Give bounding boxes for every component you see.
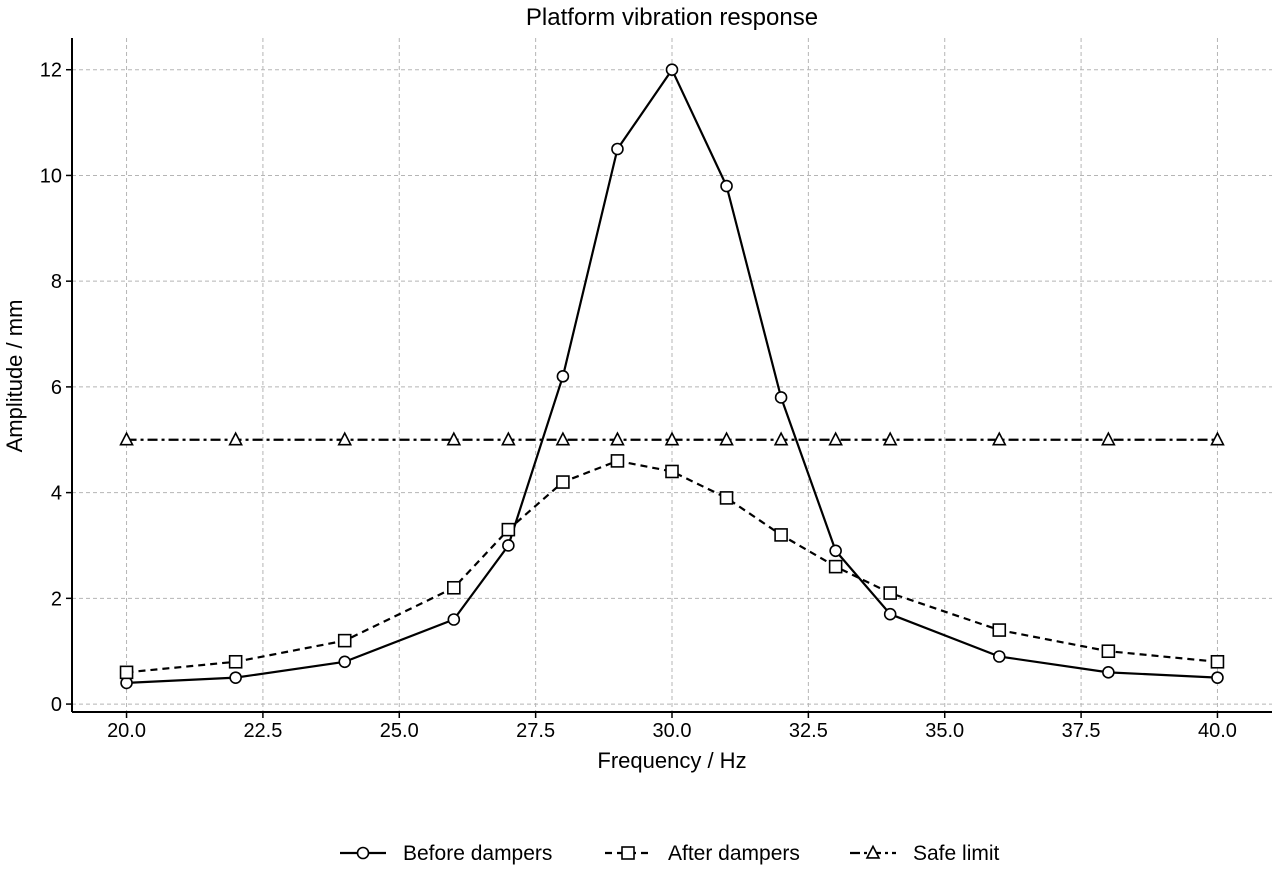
data-point bbox=[447, 613, 461, 626]
data-point bbox=[610, 454, 625, 468]
data-point bbox=[502, 539, 515, 552]
data-point bbox=[883, 607, 897, 621]
series-before-dampers bbox=[120, 63, 1224, 690]
y-tick-label: 2 bbox=[51, 588, 62, 610]
grid bbox=[72, 38, 1272, 712]
y-tick-label: 4 bbox=[51, 483, 62, 505]
series-after-dampers bbox=[119, 454, 1225, 680]
data-point bbox=[229, 671, 242, 684]
x-tick-label: 35.0 bbox=[925, 720, 964, 742]
data-point bbox=[337, 431, 353, 446]
legend-marker bbox=[865, 844, 881, 859]
x-tick-label: 40.0 bbox=[1198, 720, 1237, 742]
data-point bbox=[446, 431, 462, 446]
data-point bbox=[611, 142, 624, 156]
y-tick-label: 10 bbox=[40, 165, 62, 187]
data-point bbox=[228, 431, 243, 446]
data-point bbox=[1210, 431, 1225, 446]
data-point bbox=[774, 391, 788, 404]
data-point bbox=[665, 464, 679, 479]
legend-item: Before dampers bbox=[340, 842, 552, 865]
y-tick-label: 12 bbox=[40, 60, 62, 82]
data-point bbox=[882, 431, 898, 446]
data-point bbox=[719, 431, 734, 446]
x-tick-label: 22.5 bbox=[243, 720, 282, 742]
x-tick-label: 27.5 bbox=[516, 720, 555, 742]
data-point bbox=[228, 654, 243, 669]
chart-title: Platform vibration response bbox=[526, 4, 818, 31]
y-tick-label: 6 bbox=[51, 377, 62, 399]
legend-label: After dampers bbox=[668, 842, 800, 865]
data-point bbox=[828, 559, 843, 574]
series-layer bbox=[119, 63, 1225, 690]
data-point bbox=[828, 431, 843, 446]
legend-label: Before dampers bbox=[403, 842, 552, 865]
y-axis-title: Amplitude / mm bbox=[2, 300, 27, 453]
x-tick-label: 25.0 bbox=[380, 720, 419, 742]
data-point bbox=[447, 580, 461, 595]
data-point bbox=[664, 431, 680, 446]
series-safe-limit bbox=[119, 431, 1225, 446]
data-point bbox=[501, 522, 516, 537]
data-point bbox=[1210, 654, 1225, 669]
data-point bbox=[992, 623, 1007, 637]
data-point bbox=[992, 650, 1006, 663]
legend-item: After dampers bbox=[605, 842, 800, 865]
data-point bbox=[338, 655, 352, 669]
y-tick-label: 0 bbox=[51, 694, 62, 716]
ticks: 20.0 22.5 25.0 27.5 30.0 32.5 35.0 37.5 40.0 0 2 4 6… bbox=[40, 60, 1237, 742]
data-point bbox=[774, 528, 788, 542]
data-point bbox=[991, 431, 1007, 446]
data-point bbox=[555, 431, 571, 446]
legend: Before dampers After dampers Safe limit bbox=[340, 842, 1000, 865]
legend-marker bbox=[356, 846, 370, 860]
data-point bbox=[1211, 671, 1224, 684]
data-point bbox=[501, 431, 516, 446]
data-point bbox=[829, 544, 842, 558]
legend-label: Safe limit bbox=[913, 842, 1000, 865]
data-point bbox=[337, 633, 352, 648]
x-tick-label: 30.0 bbox=[653, 720, 692, 742]
x-tick-label: 32.5 bbox=[789, 720, 828, 742]
data-point bbox=[1101, 431, 1116, 446]
y-tick-label: 8 bbox=[51, 271, 62, 293]
data-point bbox=[1102, 666, 1115, 679]
data-point bbox=[773, 431, 789, 446]
data-point bbox=[119, 431, 134, 446]
data-point bbox=[665, 63, 679, 77]
legend-marker bbox=[621, 846, 635, 860]
data-point bbox=[610, 431, 625, 446]
data-point bbox=[720, 179, 733, 193]
data-point bbox=[883, 586, 897, 600]
x-axis-title: Frequency / Hz bbox=[597, 748, 746, 773]
x-tick-label: 37.5 bbox=[1062, 720, 1101, 742]
data-point bbox=[556, 475, 570, 489]
data-point bbox=[719, 491, 734, 505]
legend-item: Safe limit bbox=[850, 842, 1000, 865]
data-point bbox=[556, 370, 570, 383]
data-point bbox=[119, 665, 134, 680]
data-point bbox=[1101, 644, 1116, 659]
x-tick-label: 20.0 bbox=[107, 720, 146, 742]
